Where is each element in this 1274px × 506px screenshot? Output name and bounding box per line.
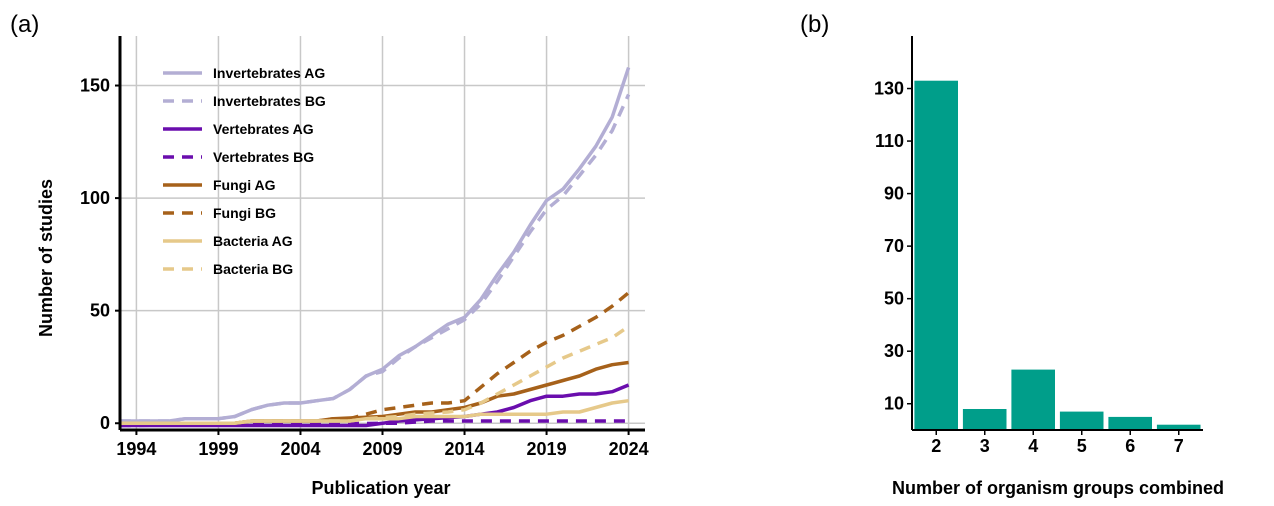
line-chart-y-axis-title: Number of studies <box>36 179 56 337</box>
series-line <box>119 419 629 428</box>
series-line <box>120 324 630 425</box>
bar-chart-tick-labels: 2 3 4 5 6 7 10 30 50 70 90 110 130 <box>874 79 1184 456</box>
y-tick-label: 70 <box>884 236 904 256</box>
line-chart-grid <box>120 36 645 430</box>
bar-chart-axes <box>907 36 1203 435</box>
x-tick-label: 2009 <box>362 439 402 459</box>
y-tick-label: 90 <box>884 184 904 204</box>
y-tick-label: 150 <box>80 76 110 96</box>
y-tick-label: 50 <box>884 289 904 309</box>
y-tick-label: 10 <box>884 394 904 414</box>
y-tick-label: 110 <box>875 131 904 151</box>
y-tick-label: 50 <box>90 301 110 321</box>
line-chart-axes <box>115 36 645 435</box>
y-tick-label: 30 <box>884 341 904 361</box>
x-tick-label: 7 <box>1174 436 1184 456</box>
bar-chart-x-axis-title: Number of organism groups combined <box>892 478 1224 498</box>
panel-b-label: (b) <box>800 11 829 38</box>
bar <box>914 80 958 430</box>
y-tick-label: 0 <box>100 413 110 433</box>
bar <box>1059 411 1104 430</box>
x-tick-label: 1999 <box>198 439 238 459</box>
x-tick-label: 1994 <box>116 439 156 459</box>
bar <box>962 409 1007 430</box>
series-line <box>120 383 630 428</box>
line-chart-tick-labels: 1994 1999 2004 2009 2014 2019 2024 0 50 100 150 <box>80 76 649 459</box>
x-tick-label: 3 <box>980 436 990 456</box>
x-tick-label: 2019 <box>527 439 567 459</box>
bar-chart-bars <box>914 80 1201 430</box>
line-chart-x-axis-title: Publication year <box>311 478 450 498</box>
x-tick-label: 4 <box>1028 436 1038 456</box>
legend-label: Invertebrates BG <box>213 93 326 109</box>
legend-label: Invertebrates AG <box>213 65 325 81</box>
series-line <box>120 398 629 425</box>
legend-label: Bacteria BG <box>213 261 293 277</box>
x-tick-label: 2024 <box>609 439 649 459</box>
x-tick-label: 5 <box>1077 436 1087 456</box>
x-tick-label: 6 <box>1125 436 1135 456</box>
line-chart-series <box>119 66 631 428</box>
bar <box>1011 369 1055 430</box>
legend-label: Fungi AG <box>213 177 276 193</box>
bar-chart: 2 3 4 5 6 7 10 30 50 70 90 110 130 Number of organis… <box>874 36 1224 498</box>
x-tick-label: 2004 <box>280 439 320 459</box>
y-tick-label: 130 <box>874 79 904 99</box>
series-line <box>120 93 631 423</box>
x-tick-label: 2014 <box>445 439 485 459</box>
series-line <box>120 66 631 423</box>
bar <box>1108 416 1152 430</box>
series-line <box>120 291 630 425</box>
legend-label: Bacteria AG <box>213 233 293 249</box>
legend-label: Vertebrates AG <box>213 121 314 137</box>
line-chart-legend: Invertebrates AG Invertebrates BG Vertebra… <box>163 65 326 277</box>
bar <box>1156 424 1201 430</box>
y-tick-label: 100 <box>80 188 110 208</box>
legend-label: Vertebrates BG <box>213 149 314 165</box>
panel-a-label: (a) <box>10 11 39 38</box>
legend-label: Fungi BG <box>213 205 276 221</box>
line-chart: 1994 1999 2004 2009 2014 2019 2024 0 50 100 150 In… <box>36 36 649 498</box>
x-tick-label: 2 <box>931 436 941 456</box>
